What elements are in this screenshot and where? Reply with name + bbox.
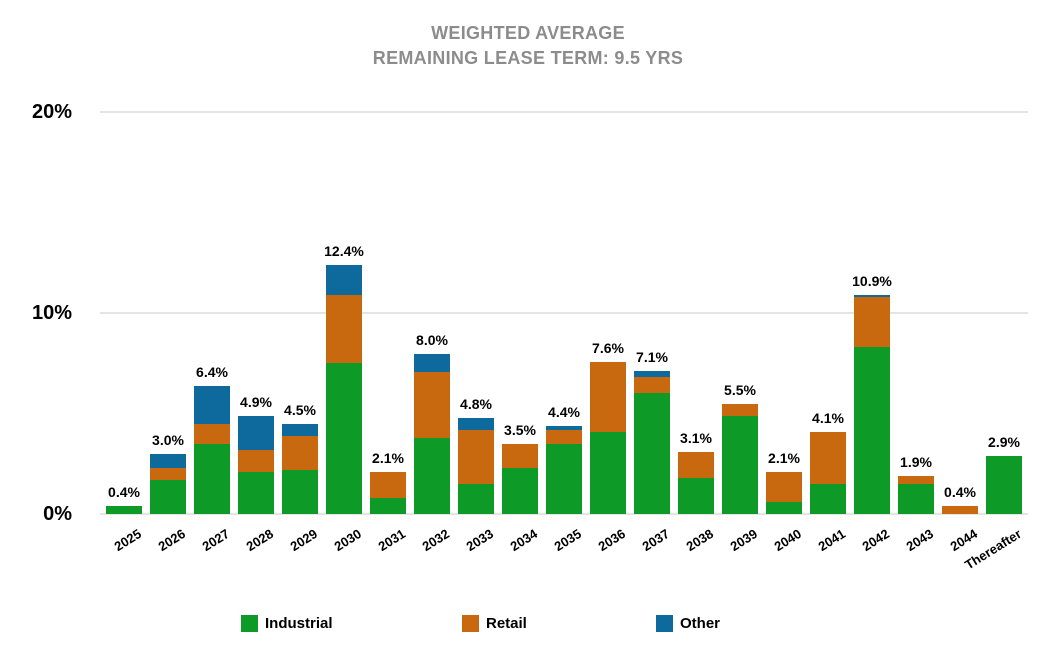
bar-2035-industrial [546,444,582,514]
bar-2028-industrial [238,472,274,514]
bar-2034-retail [502,444,538,468]
bar-total-label-2031: 2.1% [372,450,404,466]
gridline-0% [100,513,1028,515]
bar-total-label-2034: 3.5% [504,422,536,438]
bar-2029-retail [282,436,318,470]
bar-2041-retail [810,432,846,484]
bar-2030-retail [326,295,362,363]
bar-total-label-2036: 7.6% [592,340,624,356]
bar-total-label-2033: 4.8% [460,396,492,412]
bar-2027-industrial [194,444,230,514]
bar-2025-industrial [106,506,142,514]
bar-2037-industrial [634,393,670,514]
industrial-swatch-icon [241,615,258,632]
legend-label-other: Other [680,615,721,632]
bar-2033-retail [458,430,494,484]
gridline-10% [100,312,1028,314]
bar-2032-other [414,354,450,372]
y-axis-tick-label: 20% [31,101,72,123]
bar-2040-industrial [766,502,802,514]
gridline-20% [100,111,1028,113]
bar-total-label-2032: 8.0% [416,332,448,348]
bar-2032-industrial [414,438,450,514]
bar-2035-other [546,426,582,430]
bar-2030-industrial [326,363,362,514]
bar-2037-other [634,371,670,377]
bar-total-label-2042: 10.9% [852,273,892,289]
bar-total-label-2026: 3.0% [152,432,184,448]
bar-2032-retail [414,372,450,438]
bar-total-label-2044: 0.4% [944,484,976,500]
bar-total-label-2027: 6.4% [196,364,228,380]
bar-2029-other [282,424,318,436]
bar-total-label-2041: 4.1% [812,410,844,426]
legend-item-industrial: Industrial [241,615,333,632]
chart-legend: Industrial Retail Other [0,615,1056,645]
legend-label-industrial: Industrial [265,615,333,632]
bar-total-label-2037: 7.1% [636,349,668,365]
bar-2033-other [458,418,494,430]
bar-2036-industrial [590,432,626,514]
bar-2039-industrial [722,416,758,514]
legend-label-retail: Retail [486,615,527,632]
bar-total-label-2039: 5.5% [724,382,756,398]
bar-2042-retail [854,297,890,347]
bar-2033-industrial [458,484,494,514]
chart-title-line2: REMAINING LEASE TERM: 9.5 YRS [372,48,684,68]
bar-2040-retail [766,472,802,502]
bar-2026-other [150,454,186,468]
bar-2038-industrial [678,478,714,514]
bar-2038-retail [678,452,714,478]
other-swatch-icon [656,615,673,632]
bar-total-label-thereafter: 2.9% [988,434,1020,450]
bar-total-label-2035: 4.4% [548,404,580,420]
bar-2030-other [326,265,362,295]
chart-title: WEIGHTED AVERAGE REMAINING LEASE TERM: 9… [0,21,1056,71]
bar-total-label-2043: 1.9% [900,454,932,470]
bar-2026-industrial [150,480,186,514]
bar-2031-retail [370,472,406,498]
bar-2042-industrial [854,347,890,514]
bar-2044-retail [942,506,978,514]
bar-total-label-2029: 4.5% [284,402,316,418]
legend-item-retail: Retail [462,615,527,632]
bar-2031-industrial [370,498,406,514]
bar-total-label-2028: 4.9% [240,394,272,410]
bar-2034-industrial [502,468,538,514]
y-axis-tick-label: 10% [31,302,72,324]
bar-2035-retail [546,430,582,444]
bar-2027-retail [194,424,230,444]
bar-2043-retail [898,476,934,484]
bar-2043-industrial [898,484,934,514]
bar-2028-retail [238,450,274,472]
bar-2026-retail [150,468,186,480]
bar-2027-other [194,386,230,424]
legend-item-other: Other [656,615,720,632]
bar-2036-retail [590,362,626,432]
bar-2029-industrial [282,470,318,514]
bar-2037-retail [634,377,670,393]
bar-2028-other [238,416,274,450]
bar-2039-retail [722,404,758,416]
bar-total-label-2038: 3.1% [680,430,712,446]
bar-total-label-2040: 2.1% [768,450,800,466]
bar-total-label-2025: 0.4% [108,484,140,500]
bar-thereafter-industrial [986,456,1022,514]
bar-2042-other [854,295,890,297]
bar-2041-industrial [810,484,846,514]
bar-total-label-2030: 12.4% [324,243,364,259]
chart-title-line1: WEIGHTED AVERAGE [431,23,625,43]
retail-swatch-icon [462,615,479,632]
y-axis-tick-label: 0% [43,503,72,525]
